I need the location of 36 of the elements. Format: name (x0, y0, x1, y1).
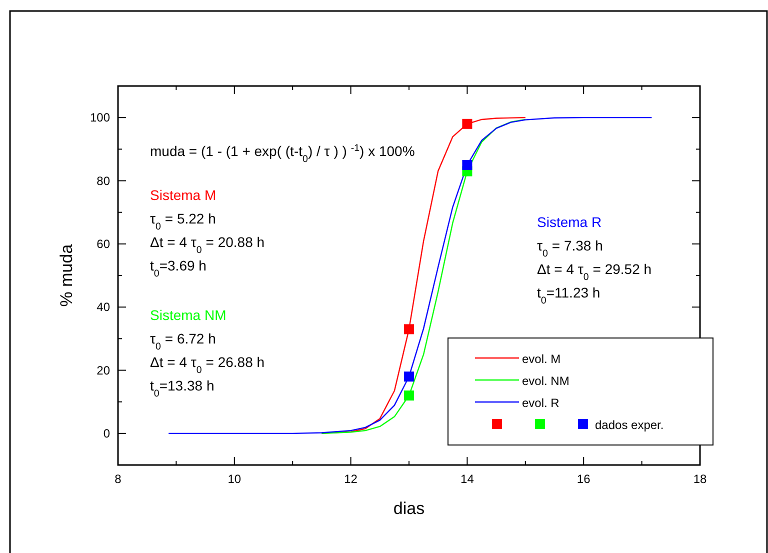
annotation: τ$_{0}$ = 7.38 h (537, 238, 603, 259)
x-tick-label: 16 (576, 472, 591, 486)
annotation: Sistema R (537, 214, 602, 230)
point (404, 372, 414, 382)
y-tick-label: 0 (103, 426, 110, 440)
x-tick-label: 18 (693, 472, 707, 486)
x-tick-label: 10 (228, 472, 242, 486)
x-tick-label: 14 (460, 472, 474, 486)
point (404, 324, 414, 334)
annotation: Sistema M (150, 187, 216, 203)
point (462, 118, 472, 129)
annotation: t$_{0}$=13.38 h (150, 378, 214, 399)
annotation: Sistema NM (150, 307, 226, 323)
y-tick-label: 40 (96, 300, 110, 314)
annotation: t$_{0}$=11.23 h (537, 284, 600, 306)
y-tick-label: 80 (96, 174, 110, 188)
annotation: Δt = 4 τ$_{0}$ = 20.88 h (150, 234, 265, 256)
legend-label: evol. M (522, 352, 561, 366)
legend-label: dados exper. (595, 418, 664, 432)
y-tick-label: 20 (96, 363, 110, 378)
annotation: Δt = 4 τ$_{0}$ = 26.88 h (150, 354, 265, 376)
annotation: muda = (1 - (1 + exp( (t-t$_{0}$) / τ ) ) $^{-1}$) x 100% (150, 142, 415, 164)
x-tick-label: 12 (344, 472, 358, 486)
y-tick-label: 60 (96, 236, 110, 251)
point (404, 390, 414, 401)
y-axis-title: % muda (57, 244, 76, 307)
legend-label: evol. NM (522, 374, 570, 388)
x-axis-title: dias (393, 499, 425, 518)
legend-label: evol. R (522, 396, 560, 410)
point (462, 160, 472, 170)
annotation: t$_{0}$=3.69 h (150, 258, 206, 279)
y-tick-label: 100 (90, 110, 110, 125)
annotation: τ$_{0}$ = 5.22 h (150, 210, 216, 232)
annotation: τ$_{0}$ = 6.72 h (150, 330, 216, 352)
annotation: Δt = 4 τ$_{0}$ = 29.52 h (537, 261, 652, 282)
x-tick-label: 8 (114, 472, 122, 486)
